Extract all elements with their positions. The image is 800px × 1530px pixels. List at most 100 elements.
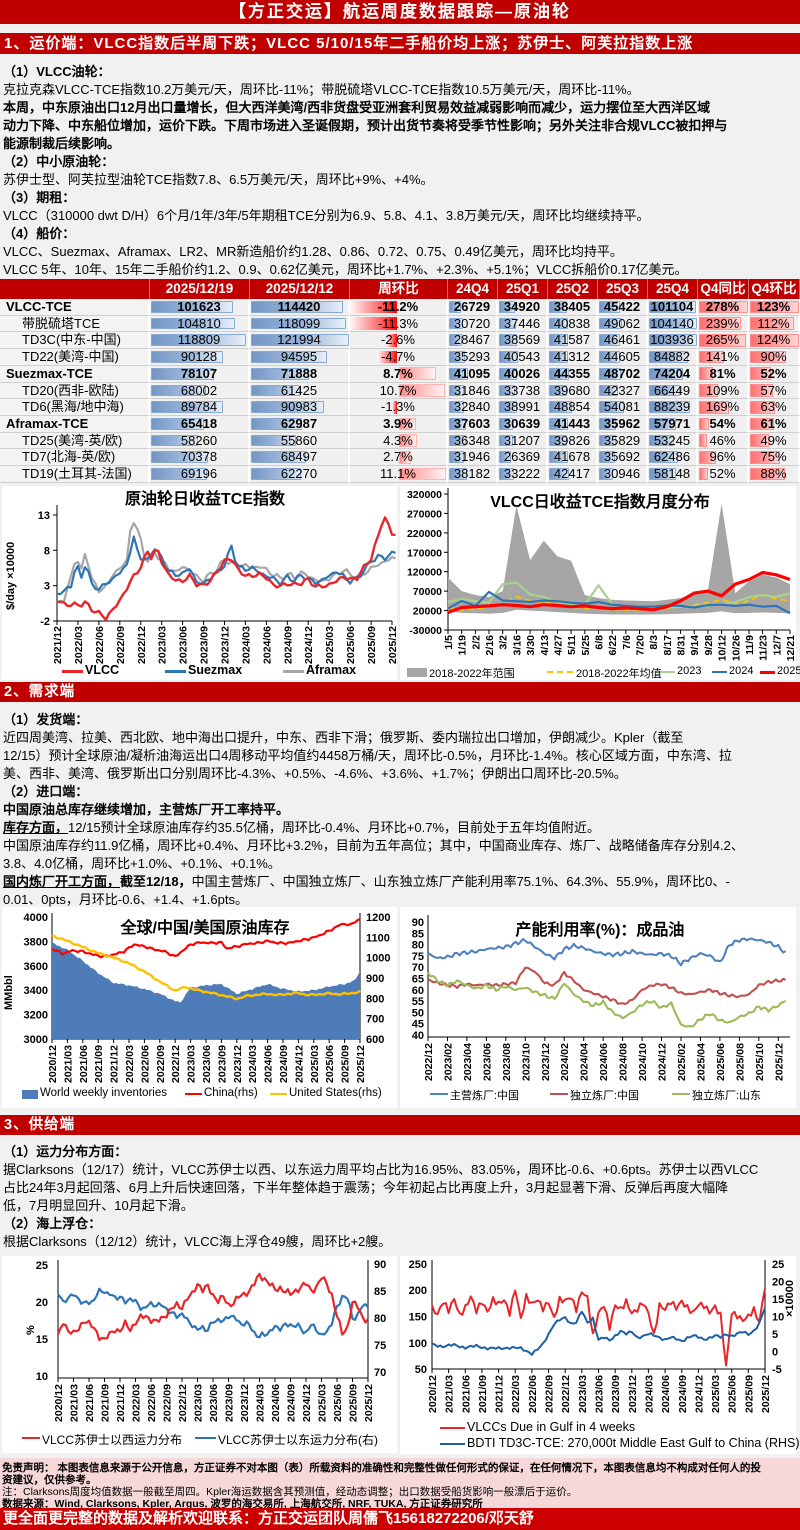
svg-text:2025/04: 2025/04	[695, 1043, 707, 1081]
svg-text:2/16: 2/16	[484, 635, 496, 656]
svg-text:2025/06: 2025/06	[324, 1045, 336, 1083]
svg-text:2023/06: 2023/06	[178, 626, 190, 664]
svg-text:85: 85	[374, 1286, 386, 1298]
svg-text:-2: -2	[40, 616, 50, 628]
svg-text:2021/12: 2021/12	[109, 1045, 121, 1083]
svg-text:2024/03: 2024/03	[255, 1384, 267, 1422]
svg-text:8/3: 8/3	[648, 635, 660, 650]
svg-text:-5: -5	[772, 1364, 782, 1376]
svg-text:2023/03: 2023/03	[577, 1375, 589, 1413]
svg-text:0: 0	[772, 1347, 778, 1359]
svg-text:2021/06: 2021/06	[84, 1384, 96, 1422]
svg-text:10: 10	[772, 1312, 784, 1324]
svg-text:10/26: 10/26	[730, 635, 742, 661]
svg-text:2021/06: 2021/06	[78, 1045, 90, 1083]
svg-text:45: 45	[412, 1019, 424, 1031]
svg-text:40: 40	[412, 1030, 424, 1042]
svg-text:2024/06: 2024/06	[261, 626, 273, 664]
svg-text:全球/中国/美国原油库存: 全球/中国/美国原油库存	[120, 918, 290, 937]
svg-text:700: 700	[366, 1014, 384, 1026]
svg-text:3/16: 3/16	[511, 635, 523, 656]
svg-text:2024/06: 2024/06	[270, 1384, 282, 1422]
svg-text:2023/10: 2023/10	[520, 1043, 532, 1081]
svg-text:220000: 220000	[407, 528, 442, 540]
svg-text:2021/12: 2021/12	[52, 626, 64, 664]
svg-text:2022/12: 2022/12	[177, 1384, 189, 1422]
svg-text:2021/12: 2021/12	[115, 1384, 127, 1422]
svg-text:2024/12: 2024/12	[693, 1375, 705, 1413]
svg-text:2024/06: 2024/06	[598, 1043, 610, 1081]
svg-text:20: 20	[772, 1277, 784, 1289]
svg-text:600: 600	[366, 1034, 384, 1046]
svg-text:2020/12: 2020/12	[53, 1384, 65, 1422]
svg-text:2021/09: 2021/09	[93, 1045, 105, 1083]
svg-text:2/2: 2/2	[470, 635, 482, 650]
svg-text:120000: 120000	[407, 567, 442, 579]
svg-text:75: 75	[374, 1340, 386, 1352]
svg-text:2024/09: 2024/09	[677, 1375, 689, 1413]
svg-text:2023/09: 2023/09	[224, 1384, 236, 1422]
svg-text:2021/03: 2021/03	[62, 1045, 74, 1083]
svg-text:900: 900	[366, 973, 384, 985]
svg-text:VLCC日收益TCE指数月度分布: VLCC日收益TCE指数月度分布	[490, 492, 710, 511]
svg-text:2023/09: 2023/09	[199, 626, 211, 664]
svg-text:10/12: 10/12	[717, 635, 729, 661]
svg-text:250: 250	[409, 1259, 427, 1271]
svg-text:90: 90	[374, 1259, 386, 1271]
svg-text:1/19: 1/19	[457, 635, 469, 656]
svg-text:2024/03: 2024/03	[240, 626, 252, 664]
svg-text:2025/09: 2025/09	[348, 1384, 360, 1422]
svg-text:3/2: 3/2	[498, 635, 510, 650]
svg-text:2025/03: 2025/03	[324, 626, 336, 664]
svg-text:2025/10: 2025/10	[754, 1043, 766, 1081]
svg-text:原油轮日收益TCE指数: 原油轮日收益TCE指数	[125, 489, 286, 508]
svg-text:2024/12: 2024/12	[657, 1043, 669, 1081]
svg-text:150: 150	[409, 1312, 427, 1324]
svg-text:7/20: 7/20	[635, 635, 647, 656]
svg-text:2023/12: 2023/12	[220, 626, 232, 664]
svg-text:50: 50	[412, 1007, 424, 1019]
svg-text:2025/06: 2025/06	[345, 626, 357, 664]
svg-text:2022/12: 2022/12	[423, 1043, 435, 1081]
svg-text:2023/04: 2023/04	[462, 1043, 474, 1081]
svg-text:2025/06: 2025/06	[727, 1375, 739, 1413]
svg-text:80: 80	[412, 940, 424, 952]
svg-text:2021/03: 2021/03	[69, 1384, 81, 1422]
svg-text:2022/12: 2022/12	[560, 1375, 572, 1413]
svg-text:15: 15	[36, 1334, 48, 1346]
svg-text:5/25: 5/25	[580, 635, 592, 656]
svg-text:2024/06: 2024/06	[660, 1375, 672, 1413]
svg-text:25: 25	[36, 1260, 48, 1272]
svg-text:2024/08: 2024/08	[618, 1043, 630, 1081]
svg-text:2021/12: 2021/12	[494, 1375, 506, 1413]
svg-text:4000: 4000	[24, 912, 48, 924]
svg-text:2022/09: 2022/09	[544, 1375, 556, 1413]
svg-text:85: 85	[412, 928, 424, 940]
svg-text:2022/09: 2022/09	[115, 626, 127, 664]
svg-text:9/28: 9/28	[703, 635, 715, 656]
svg-text:2023/03: 2023/03	[193, 1384, 205, 1422]
svg-text:70: 70	[374, 1367, 386, 1379]
svg-text:12/21: 12/21	[785, 635, 797, 661]
svg-text:1100: 1100	[366, 932, 390, 944]
svg-text:75: 75	[412, 951, 424, 963]
svg-text:800: 800	[366, 993, 384, 1005]
svg-text:8/31: 8/31	[676, 635, 688, 656]
svg-text:3000: 3000	[24, 1034, 48, 1046]
svg-text:80: 80	[374, 1313, 386, 1325]
svg-text:2023/03: 2023/03	[157, 626, 169, 664]
svg-text:2021/06: 2021/06	[460, 1375, 472, 1413]
svg-text:2022/06: 2022/06	[94, 626, 106, 664]
svg-text:%: %	[25, 1325, 37, 1335]
svg-text:5: 5	[772, 1329, 778, 1341]
svg-text:4/13: 4/13	[539, 635, 551, 656]
svg-text:2022/03: 2022/03	[510, 1375, 522, 1413]
svg-text:15: 15	[772, 1294, 784, 1306]
svg-text:3400: 3400	[24, 985, 48, 997]
svg-text:6/8: 6/8	[594, 635, 606, 650]
svg-text:2025/03: 2025/03	[317, 1384, 329, 1422]
svg-text:2020/12: 2020/12	[427, 1375, 439, 1413]
svg-text:2024/12: 2024/12	[301, 1384, 313, 1422]
svg-text:×10000: ×10000	[784, 1280, 796, 1317]
svg-text:3800: 3800	[24, 936, 48, 948]
